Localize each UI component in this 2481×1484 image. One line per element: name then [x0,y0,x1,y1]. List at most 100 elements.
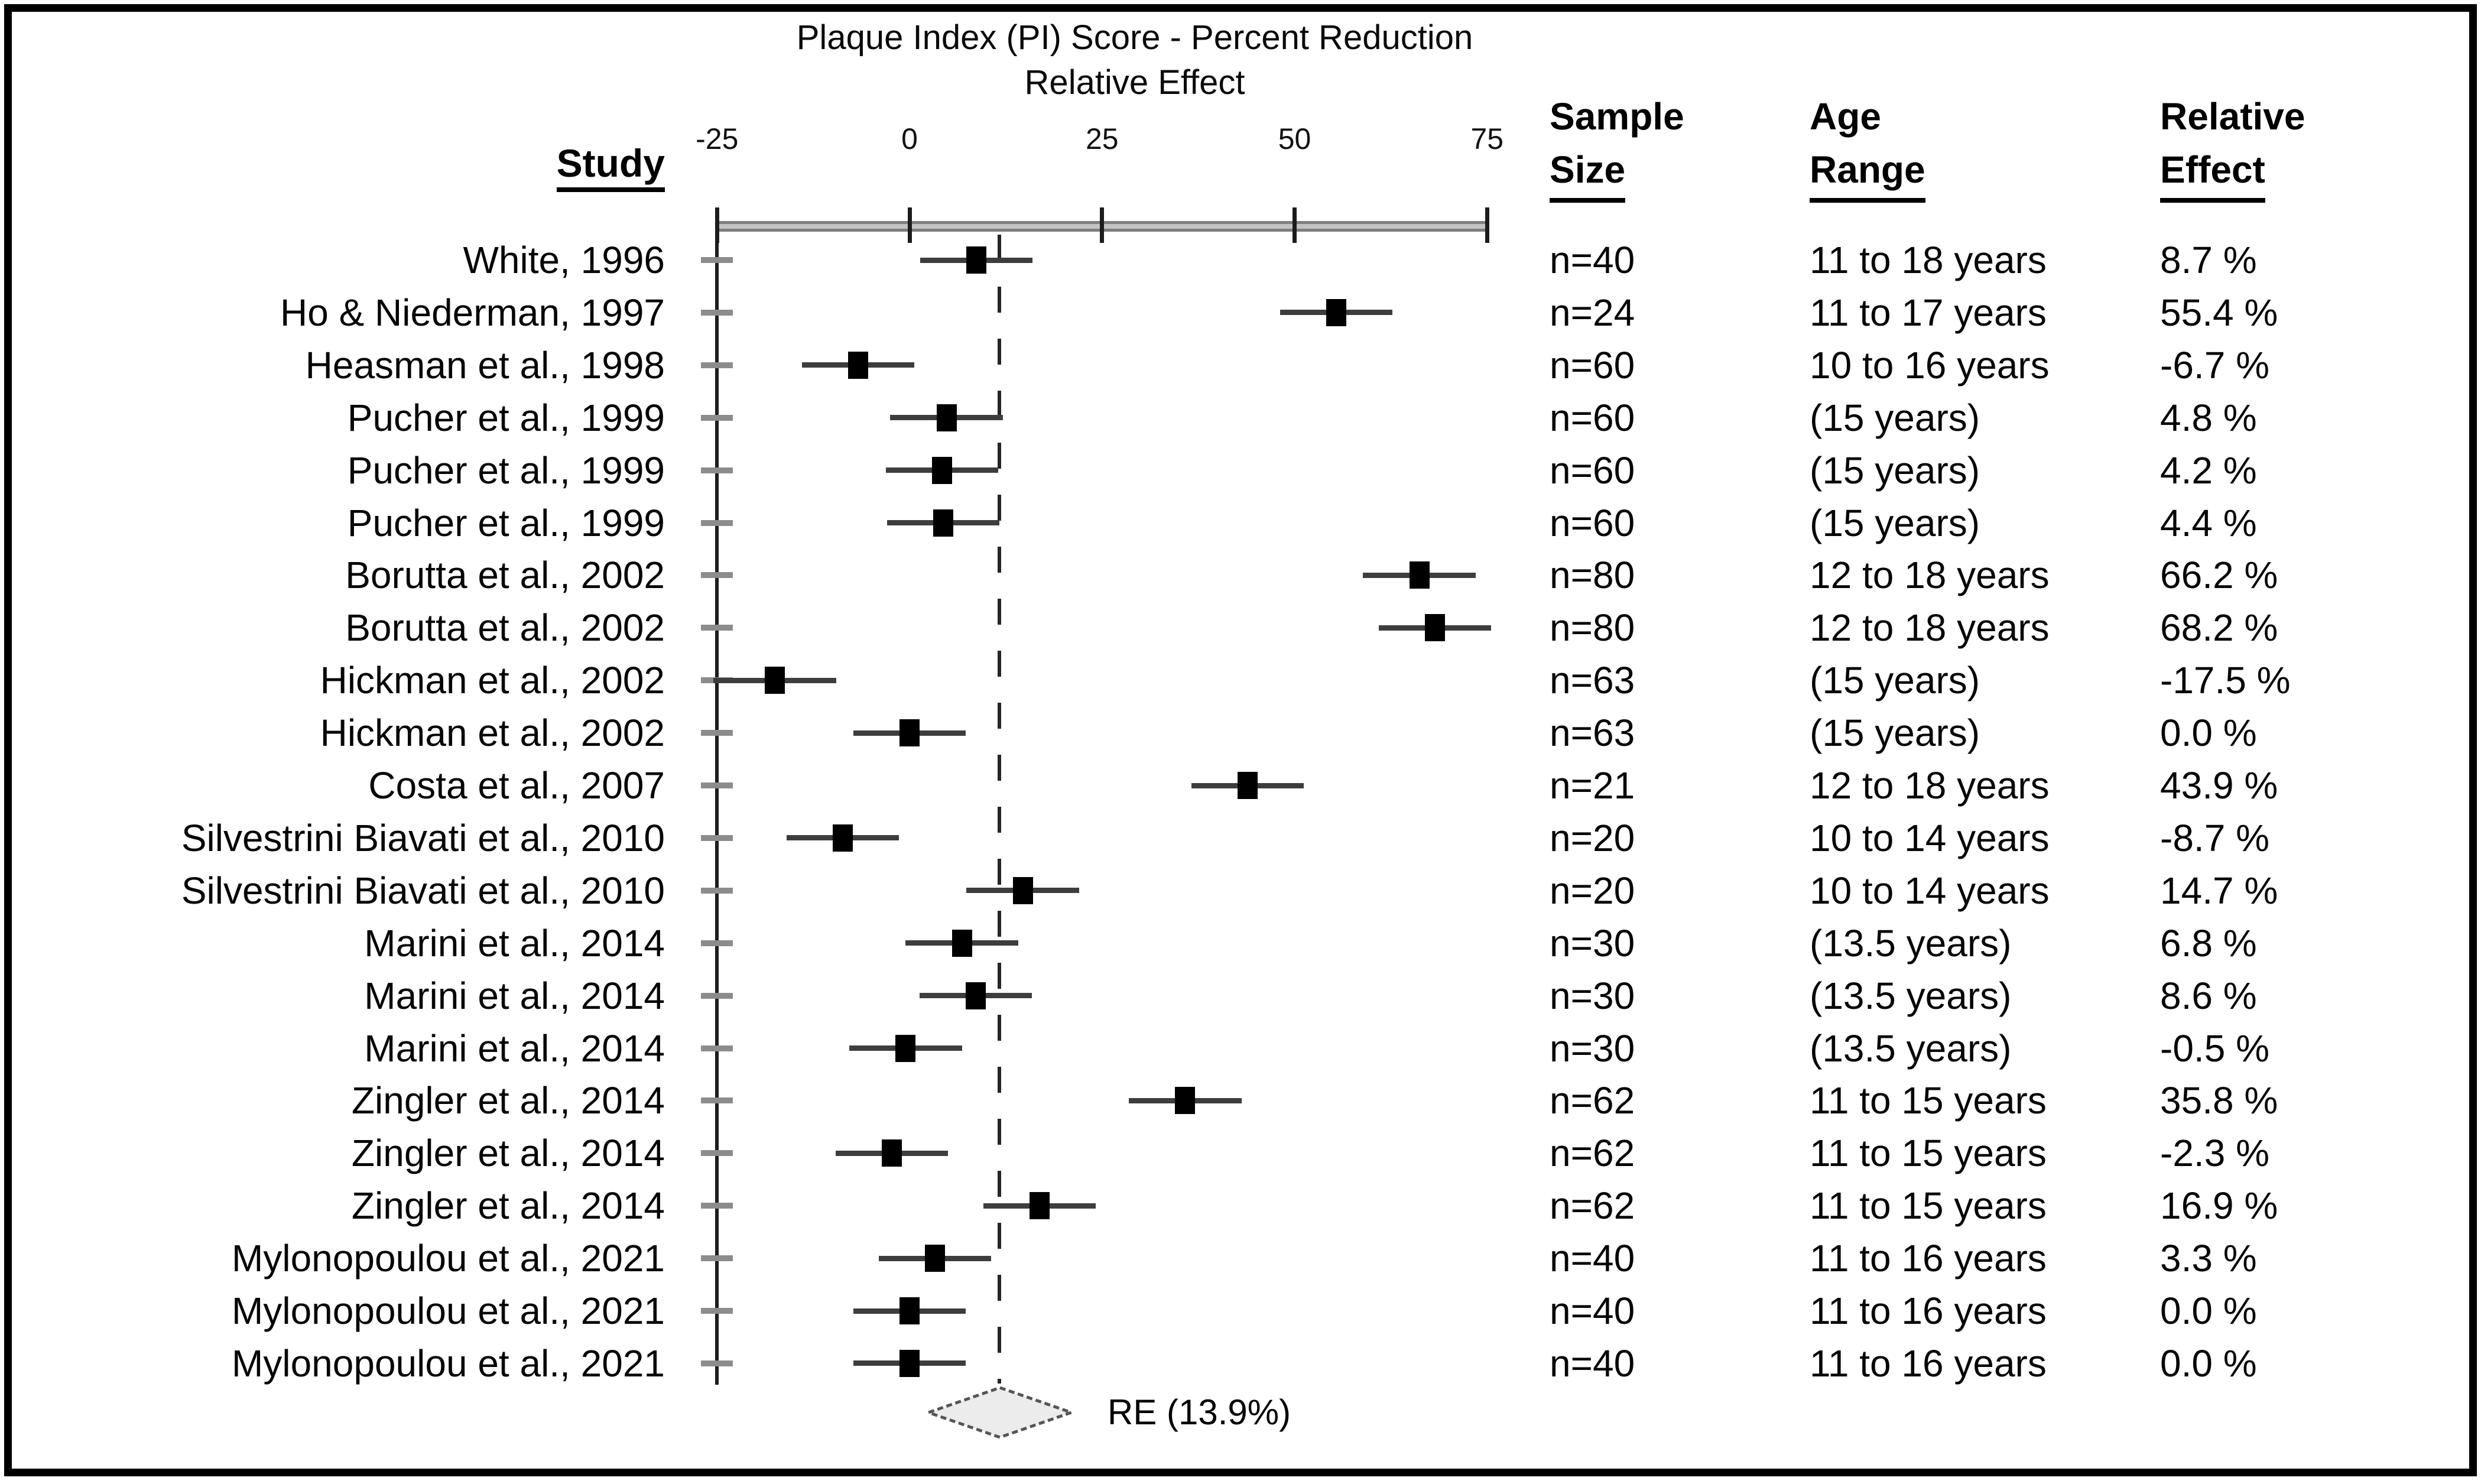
effect-point-marker [1238,772,1258,799]
re-summary-label: RE (13.9%) [1108,1392,1291,1432]
column-header-relative-effect: Relative Effect [2160,90,2305,203]
x-axis-tick-label: 0 [901,122,918,155]
sample-size-value: n=62 [1550,1079,1635,1122]
chart-title-line1: Plaque Index (PI) Score - Percent Reduct… [796,18,1473,57]
chart-title: Plaque Index (PI) Score - Percent Reduct… [691,15,1578,105]
relative-effect-value: 3.3 % [2160,1237,2257,1280]
age-range-value: 10 to 16 years [1810,343,2050,387]
relative-effect-value: -0.5 % [2160,1027,2269,1070]
relative-effect-value: 55.4 % [2160,291,2278,334]
sample-size-value: n=80 [1550,606,1635,650]
effect-point-marker [936,404,957,431]
x-axis-tick [715,207,719,243]
effect-point-marker [1424,614,1445,642]
age-range-value: 10 to 14 years [1810,869,2050,912]
study-label: Zingler et al., 2014 [351,1184,665,1228]
effect-point-marker [899,719,920,747]
effect-point-marker [899,1297,920,1324]
study-label: Zingler et al., 2014 [351,1079,665,1122]
effect-point-marker [895,1034,916,1062]
row-axis-tick [701,887,733,894]
row-axis-tick [701,992,733,999]
row-axis-tick [701,309,733,316]
row-axis-tick [701,940,733,946]
row-axis-tick [701,1203,733,1209]
effect-point-marker [847,351,868,379]
study-label: Borutta et al., 2002 [345,554,665,597]
chart-title-line2: Relative Effect [1024,63,1245,102]
effect-point-marker [764,667,785,694]
relative-effect-value: 0.0 % [2160,1342,2257,1385]
relative-effect-value: 8.7 % [2160,239,2257,281]
x-axis-tick-label: 25 [1085,122,1119,155]
effect-point-marker [882,1139,902,1167]
x-axis-tick-label: -25 [696,122,739,155]
age-range-value: 12 to 18 years [1810,764,2050,807]
sample-size-value: n=60 [1550,343,1635,387]
age-range-value: 11 to 17 years [1810,291,2047,334]
row-axis-tick [701,730,733,736]
age-range-value: (13.5 years) [1810,1027,2012,1070]
x-axis-tick-label: 75 [1470,122,1504,155]
study-label: Mylonopoulou et al., 2021 [232,1237,665,1280]
age-range-value: 11 to 16 years [1810,1342,2047,1385]
effect-point-marker [1030,1192,1050,1220]
effect-point-marker [931,456,952,484]
study-label: Zingler et al., 2014 [351,1132,665,1175]
age-range-value: (15 years) [1810,712,1980,755]
row-axis-tick [701,257,733,263]
study-label: Pucher et al., 1999 [347,501,665,544]
sample-size-value: n=62 [1550,1184,1635,1228]
age-range-value: (15 years) [1810,501,1980,544]
study-label: White, 1996 [463,239,665,281]
study-label: Ho & Niederman, 1997 [280,291,665,334]
relative-effect-value: 68.2 % [2160,606,2278,650]
relative-effect-value: -6.7 % [2160,343,2269,387]
study-label: Silvestrini Biavati et al., 2010 [181,869,665,912]
effect-point-marker [924,1245,945,1272]
age-range-value: 11 to 18 years [1810,239,2047,281]
sample-size-value: n=62 [1550,1132,1635,1175]
sample-size-value: n=21 [1550,764,1635,807]
study-label: Hickman et al., 2002 [320,659,665,702]
sample-size-value: n=63 [1550,659,1635,702]
sample-size-value: n=30 [1550,921,1635,965]
x-axis-tick [1485,207,1489,243]
relative-effect-value: 6.8 % [2160,921,2257,965]
relative-effect-value: 4.8 % [2160,396,2257,439]
relative-effect-value: 4.2 % [2160,449,2257,492]
row-axis-tick [701,1045,733,1051]
relative-effect-value: 0.0 % [2160,712,2257,755]
age-range-value: 11 to 16 years [1810,1237,2047,1280]
row-axis-tick [701,362,733,368]
row-axis-tick [701,572,733,579]
study-label: Mylonopoulou et al., 2021 [232,1290,665,1332]
age-range-value: 11 to 15 years [1810,1132,2047,1175]
age-range-value: 12 to 18 years [1810,606,2050,650]
row-axis-tick [701,1150,733,1157]
age-range-value: (15 years) [1810,659,1980,702]
effect-point-marker [832,824,853,852]
sample-size-value: n=24 [1550,291,1635,334]
age-range-value: (13.5 years) [1810,921,2012,965]
x-axis-tick-label: 50 [1278,122,1311,155]
age-range-value: 11 to 16 years [1810,1290,2047,1332]
relative-effect-value: 8.6 % [2160,974,2257,1017]
study-label: Pucher et al., 1999 [347,449,665,492]
relative-effect-value: 16.9 % [2160,1184,2278,1228]
effect-point-marker [966,246,987,274]
study-label: Pucher et al., 1999 [347,396,665,439]
study-label: Marini et al., 2014 [364,921,665,965]
row-axis-tick [701,1308,733,1314]
relative-effect-value: 14.7 % [2160,869,2278,912]
study-label: Costa et al., 2007 [368,764,665,807]
relative-effect-value: 0.0 % [2160,1290,2257,1332]
row-axis-tick [701,414,733,421]
row-axis-tick [701,519,733,526]
age-range-value: 11 to 15 years [1810,1079,2047,1122]
row-axis-tick [701,782,733,788]
effect-point-marker [899,1349,920,1377]
study-label: Marini et al., 2014 [364,974,665,1017]
sample-size-value: n=20 [1550,816,1635,859]
